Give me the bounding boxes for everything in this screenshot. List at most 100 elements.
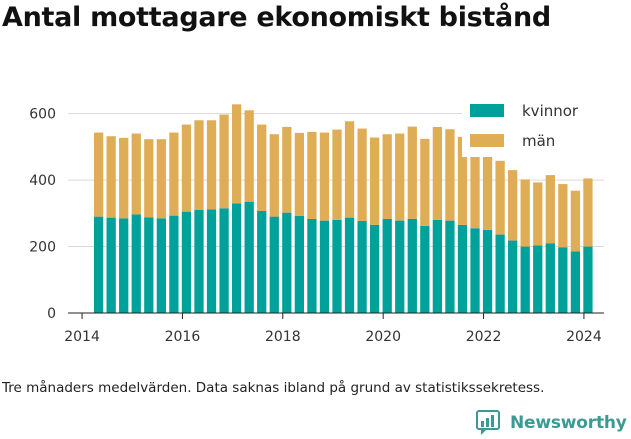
bar-man	[420, 138, 430, 226]
bar-man	[181, 124, 192, 212]
bar-kvinnor	[332, 219, 342, 313]
bar-man	[144, 139, 154, 218]
bar-kvinnor	[395, 220, 405, 313]
bar-kvinnor	[357, 220, 367, 313]
y-tick-label: 0	[47, 306, 56, 322]
bar-man	[407, 126, 417, 219]
bar-man	[533, 182, 543, 246]
bar-kvinnor	[382, 218, 392, 313]
bar-man	[558, 184, 568, 248]
chart-area: 0 200 400 600 2014 2016 2018 2020 2022 2024 kvinn…	[29, 95, 610, 345]
bar-kvinnor	[219, 208, 229, 313]
legend-label: kvinnor	[522, 102, 579, 120]
bar-man	[432, 126, 443, 220]
bar-kvinnor	[470, 228, 480, 313]
bar-kvinnor	[508, 240, 518, 313]
bar-man	[583, 178, 593, 247]
bar-kvinnor	[119, 218, 129, 313]
bar-kvinnor	[156, 218, 166, 313]
x-tick-label: 2014	[64, 329, 100, 345]
bar-man	[357, 128, 367, 221]
bar-man	[370, 137, 380, 225]
x-tick-label: 2018	[265, 329, 301, 345]
bar-kvinnor	[583, 246, 593, 313]
bar-man	[257, 124, 267, 211]
x-tick-label: 2024	[566, 329, 602, 345]
bar-kvinnor	[445, 220, 455, 313]
bar-man	[282, 126, 292, 213]
bar-man	[382, 134, 392, 219]
bar-kvinnor	[407, 218, 417, 313]
bar-kvinnor	[307, 218, 317, 313]
bar-kvinnor	[282, 212, 292, 313]
brand-name: Newsworthy	[510, 413, 627, 433]
bar-kvinnor	[370, 224, 380, 313]
bar-kvinnor	[144, 217, 154, 313]
bar-kvinnor	[169, 215, 179, 313]
bar-man	[332, 129, 342, 220]
legend-label: män	[522, 132, 555, 150]
bar-kvinnor	[257, 210, 267, 313]
x-tick-label: 2020	[365, 329, 401, 345]
bar-man	[495, 160, 505, 235]
bars	[93, 104, 593, 313]
chart-title: Antal mottagare ekonomiskt bistånd	[2, 2, 551, 33]
bar-man	[445, 129, 455, 221]
x-tick-label: 2022	[466, 329, 502, 345]
bar-man	[395, 133, 405, 221]
legend-swatch	[470, 134, 504, 147]
y-tick-label: 400	[29, 173, 56, 189]
bar-man	[294, 132, 304, 216]
bar-kvinnor	[194, 209, 204, 313]
y-tick-label: 600	[29, 107, 56, 123]
bar-man	[131, 133, 141, 215]
bar-kvinnor	[482, 229, 493, 313]
bar-man	[169, 132, 179, 216]
bar-man	[231, 104, 242, 204]
bar-man	[106, 136, 116, 218]
brand: Newsworthy	[476, 409, 627, 437]
bar-man	[244, 110, 254, 202]
bar-man	[470, 149, 480, 229]
bar-man	[119, 137, 129, 219]
bar-kvinnor	[131, 214, 141, 313]
footnote: Tre månaders medelvärden. Data saknas ib…	[2, 380, 545, 396]
bar-man	[156, 139, 166, 219]
bar-kvinnor	[533, 245, 543, 313]
bar-kvinnor	[570, 251, 581, 313]
bar-man	[206, 120, 217, 210]
bar-man	[344, 121, 355, 218]
bar-man	[307, 131, 317, 219]
bar-kvinnor	[231, 203, 242, 313]
bar-kvinnor	[520, 246, 530, 313]
bar-kvinnor	[181, 211, 192, 313]
x-tick-label: 2016	[165, 329, 201, 345]
y-tick-label: 200	[29, 240, 56, 256]
bar-man	[545, 175, 555, 244]
legend: kvinnor män	[462, 95, 610, 157]
bar-man	[269, 134, 279, 217]
bar-kvinnor	[558, 247, 568, 313]
bar-man	[319, 132, 330, 221]
bar-man	[520, 179, 530, 247]
bar-kvinnor	[269, 216, 279, 313]
bar-kvinnor	[495, 234, 505, 313]
bar-kvinnor	[432, 219, 443, 313]
bar-man	[194, 120, 204, 210]
bar-man	[219, 114, 229, 209]
bar-man	[570, 190, 581, 252]
axes: 0 200 400 600 2014 2016 2018 2020 2022 2024	[29, 107, 604, 345]
bar-kvinnor	[294, 215, 304, 313]
bar-kvinnor	[344, 217, 355, 313]
bar-kvinnor	[93, 216, 104, 313]
bar-kvinnor	[106, 217, 116, 313]
bar-kvinnor	[244, 201, 254, 313]
bar-man	[482, 152, 493, 230]
bar-kvinnor	[457, 224, 468, 313]
bar-kvinnor	[420, 225, 430, 313]
bar-kvinnor	[206, 209, 217, 313]
bar-kvinnor	[319, 220, 330, 313]
newsworthy-logo-icon	[476, 410, 500, 435]
bar-man	[93, 132, 104, 217]
bar-kvinnor	[545, 243, 555, 313]
